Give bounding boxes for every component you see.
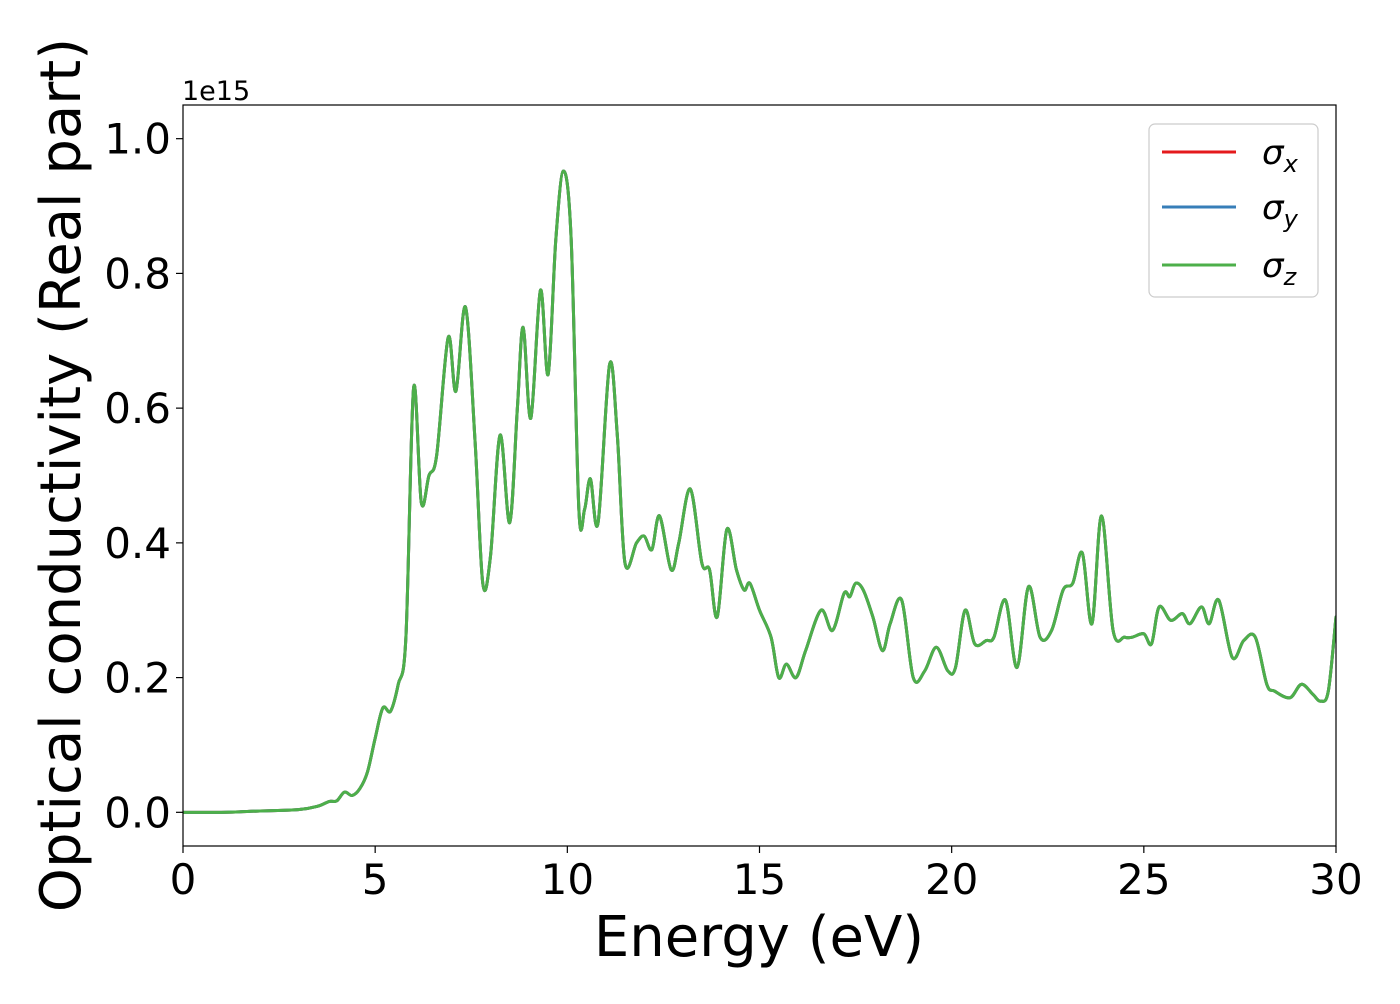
y-tick-label: 0.8 bbox=[104, 249, 171, 298]
series-line-z bbox=[183, 169, 1336, 814]
legend-label-x: σx bbox=[1262, 133, 1299, 178]
x-tick-label: 15 bbox=[733, 855, 786, 904]
legend-frame bbox=[1148, 123, 1319, 298]
y-tick-label: 0.0 bbox=[104, 788, 171, 837]
x-tick-label: 5 bbox=[362, 855, 389, 904]
x-tick-label: 10 bbox=[541, 855, 594, 904]
y-tick-label: 0.4 bbox=[104, 519, 171, 568]
y-tick-label: 0.2 bbox=[104, 654, 171, 703]
x-axis: 0 5 10 15 20 25 30 bbox=[170, 846, 1363, 904]
y-axis: 0.0 0.2 0.4 0.6 0.8 1.0 bbox=[104, 115, 183, 837]
y-tick-label: 0.6 bbox=[104, 384, 171, 433]
plot-area bbox=[183, 169, 1336, 814]
y-axis-label: Optical conductivity (Real part) bbox=[29, 38, 94, 912]
legend-label-y: σy bbox=[1262, 188, 1299, 233]
series-layer bbox=[183, 169, 1336, 814]
x-tick-label: 30 bbox=[1309, 855, 1362, 904]
x-tick-label: 0 bbox=[170, 855, 197, 904]
x-axis-label: Energy (eV) bbox=[594, 905, 924, 970]
legend-label-z: σz bbox=[1262, 246, 1298, 291]
x-tick-label: 25 bbox=[1117, 855, 1170, 904]
legend: σx σy σz bbox=[1148, 123, 1319, 298]
legend-entries: σx σy σz bbox=[1162, 133, 1299, 291]
y-tick-label: 1.0 bbox=[104, 115, 171, 164]
y-offset-text: 1e15 bbox=[182, 76, 250, 107]
x-tick-label: 20 bbox=[925, 855, 978, 904]
